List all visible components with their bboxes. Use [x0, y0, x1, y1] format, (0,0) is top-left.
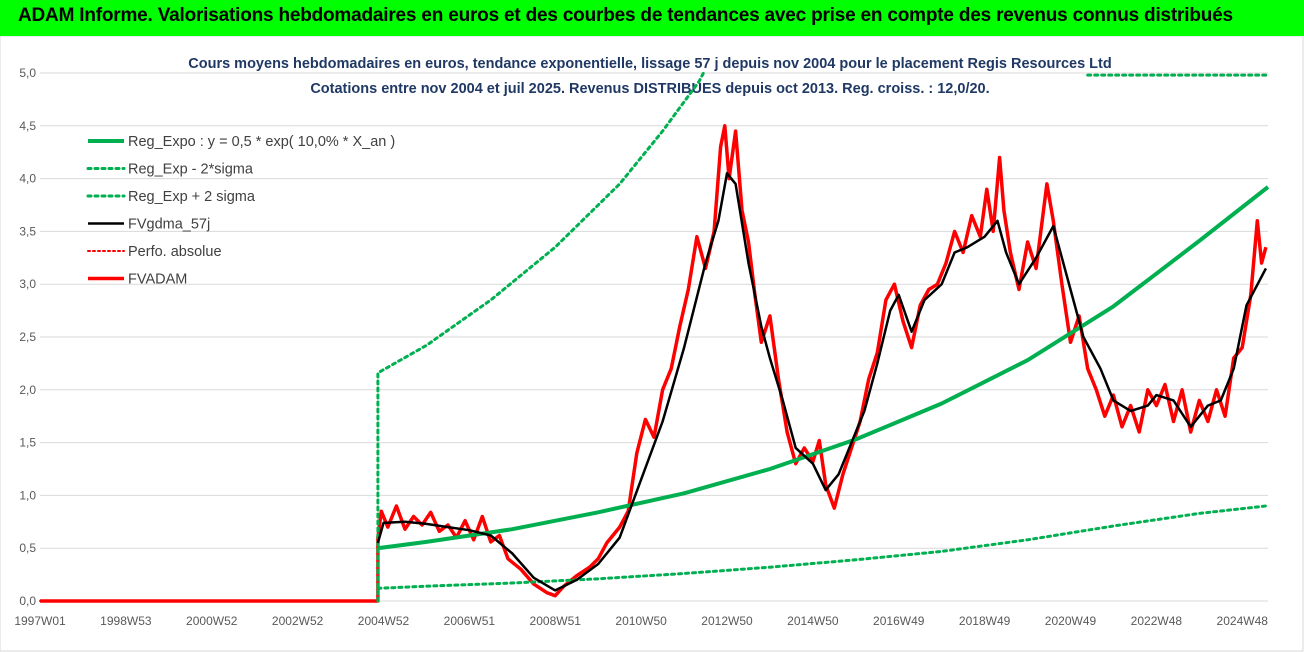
y-axis-ticks: 0,0 0,5 1,0 1,5 2,0 2,5 3,0 3,5 4,0 4,5 5,0: [19, 66, 36, 608]
y-tick-label: 3,0: [19, 277, 36, 291]
report-header: ADAM Informe. Valorisations hebdomadaire…: [0, 0, 1304, 36]
x-tick-label: 2020W49: [1045, 614, 1097, 628]
legend-entry: FVADAM: [128, 272, 187, 288]
x-tick-label: 2022W48: [1131, 614, 1183, 628]
legend-entry: Reg_Exp - 2*sigma: [128, 162, 254, 178]
legend: Reg_Expo : y = 0,5 * exp( 10,0% * X_an )…: [86, 134, 395, 288]
chart-title: Cours moyens hebdomadaires en euros, ten…: [188, 56, 1111, 72]
y-tick-label: 0,0: [19, 594, 36, 608]
x-tick-label: 2000W52: [186, 614, 238, 628]
x-axis-ticks: 1997W01 1998W53 2000W52 2002W52 2004W52 2006W…: [14, 614, 1268, 628]
series-lines: [39, 71, 1270, 603]
x-tick-label: 2024W48: [1217, 614, 1269, 628]
legend-entry: Perfo. absolue: [128, 244, 222, 260]
x-tick-label: 2012W50: [701, 614, 753, 628]
y-tick-label: 1,0: [19, 488, 36, 502]
x-tick-label: 1997W01: [14, 614, 66, 628]
grid-lines: [40, 72, 1268, 602]
line-chart: Cours moyens hebdomadaires en euros, ten…: [0, 36, 1304, 652]
x-tick-label: 2006W51: [444, 614, 496, 628]
x-tick-label: 1998W53: [100, 614, 152, 628]
report-title: ADAM Informe. Valorisations hebdomadaire…: [18, 5, 1233, 26]
y-tick-label: 5,0: [19, 66, 36, 80]
x-tick-label: 2008W51: [530, 614, 582, 628]
series-line: [376, 71, 705, 603]
series-line: [40, 124, 1268, 603]
x-tick-label: 2010W50: [615, 614, 667, 628]
y-tick-label: 1,5: [19, 436, 36, 450]
legend-entry: FVgdma_57j: [128, 217, 210, 233]
y-tick-label: 4,0: [19, 172, 36, 186]
chart-subtitle: Cotations entre nov 2004 et juil 2025. R…: [310, 81, 989, 97]
y-tick-label: 2,0: [19, 383, 36, 397]
chart-border: [0, 36, 1304, 652]
legend-entry: Reg_Expo : y = 0,5 * exp( 10,0% * X_an ): [128, 134, 395, 150]
x-tick-label: 2016W49: [873, 614, 925, 628]
x-tick-label: 2002W52: [272, 614, 324, 628]
y-tick-label: 4,5: [19, 119, 36, 133]
x-tick-label: 2014W50: [787, 614, 839, 628]
series-line: [376, 172, 1268, 592]
x-tick-label: 2018W49: [959, 614, 1011, 628]
y-tick-label: 3,5: [19, 224, 36, 238]
legend-entry: Reg_Exp + 2 sigma: [128, 189, 256, 205]
series-line: [377, 185, 1270, 551]
x-tick-label: 2004W52: [358, 614, 410, 628]
y-tick-label: 2,5: [19, 330, 36, 344]
y-tick-label: 0,5: [19, 541, 36, 555]
chart-frame: Cours moyens hebdomadaires en euros, ten…: [0, 36, 1304, 652]
series-line: [376, 504, 1268, 590]
